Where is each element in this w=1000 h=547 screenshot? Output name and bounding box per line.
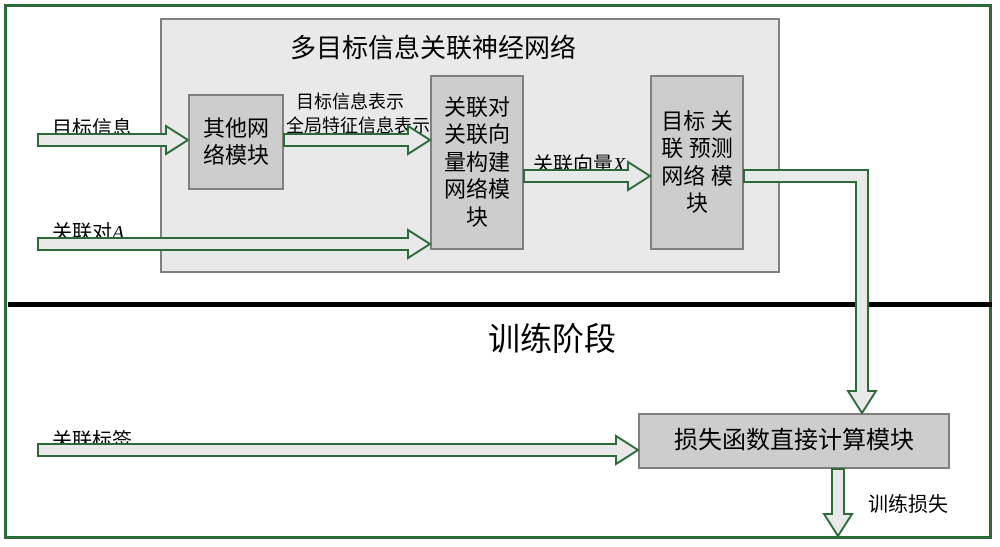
loss-function-text: 损失函数直接计算模块 — [674, 426, 914, 456]
phase-divider — [8, 302, 992, 307]
canvas: 多目标信息关联神经网络 其他网 络模块 关联对 关联向 量构建 网络模 块 目标… — [0, 0, 1000, 547]
feature-line1-label: 目标信息表示 — [296, 88, 404, 114]
assoc-vector-x-label: 关联向量X — [533, 148, 625, 177]
training-phase-label: 训练阶段 — [488, 314, 616, 360]
panel-title: 多目标信息关联神经网络 — [290, 28, 576, 65]
other-network-module-block: 其他网 络模块 — [188, 94, 284, 190]
feature-line2-label: 全局特征信息表示 — [286, 112, 430, 138]
training-loss-label: 训练损失 — [868, 488, 948, 517]
assoc-pair-a-label: 关联对A — [52, 216, 124, 245]
target-assoc-predict-block: 目标 关联 预测 网络 模块 — [650, 75, 744, 250]
assoc-vector-build-text: 关联对 关联向 量构建 网络模 块 — [432, 94, 522, 232]
other-network-module-text: 其他网 络模块 — [190, 115, 282, 170]
target-assoc-predict-text: 目标 关联 预测 网络 模块 — [652, 108, 742, 218]
assoc-label-label: 关联标签 — [52, 424, 132, 453]
target-info-label: 目标信息 — [52, 112, 132, 141]
loss-function-block: 损失函数直接计算模块 — [638, 413, 950, 469]
assoc-vector-build-block: 关联对 关联向 量构建 网络模 块 — [430, 75, 524, 250]
